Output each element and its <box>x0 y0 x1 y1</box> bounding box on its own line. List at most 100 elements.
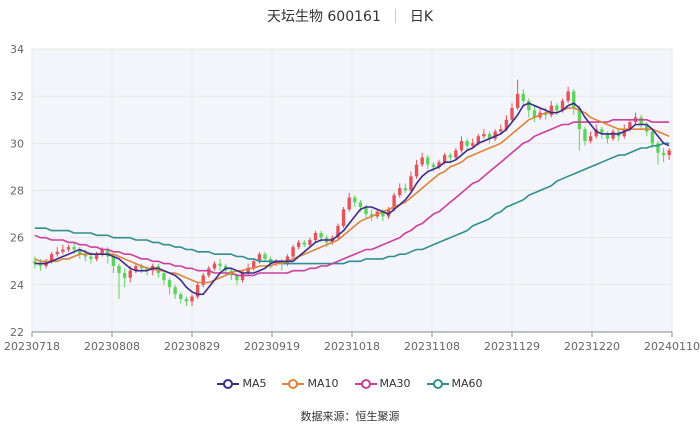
candle-body <box>369 214 374 217</box>
candle-body <box>454 150 458 158</box>
candle-body <box>308 240 312 245</box>
candle-body <box>645 124 649 132</box>
candle-body <box>566 91 570 101</box>
candle-body <box>583 129 587 141</box>
candle-body <box>302 242 306 245</box>
candle-body <box>66 247 71 250</box>
candle-body <box>285 256 290 264</box>
legend-marker-icon <box>354 379 377 389</box>
candle-body <box>313 232 318 241</box>
legend-item-ma5[interactable]: MA5 <box>217 377 266 390</box>
y-tick-label: 24 <box>10 279 24 292</box>
legend-marker-icon <box>217 379 240 389</box>
candle-body <box>600 129 604 134</box>
legend-item-ma60[interactable]: MA60 <box>426 377 483 390</box>
legend-label: MA5 <box>242 377 267 390</box>
x-tick-label: 20240110 <box>644 340 700 353</box>
series-line-ma30 <box>34 119 670 277</box>
candle-body <box>72 247 76 250</box>
candle-body <box>55 251 59 255</box>
y-tick-label: 26 <box>10 232 24 245</box>
candle-body <box>280 261 284 264</box>
candle-body <box>167 280 172 288</box>
candle-body <box>134 265 138 271</box>
candle-body <box>49 254 54 262</box>
candle-body <box>252 261 256 269</box>
candle-body <box>139 265 144 269</box>
candle-body <box>274 261 278 264</box>
candle-body <box>128 270 132 278</box>
x-tick-label: 20230808 <box>84 340 140 353</box>
candle-body <box>414 164 419 177</box>
candle-body <box>341 209 346 226</box>
candle-body <box>555 105 559 111</box>
candle-body <box>493 131 497 139</box>
candle-body <box>560 100 565 111</box>
x-tick-label: 20230718 <box>4 340 60 353</box>
legend-item-ma10[interactable]: MA10 <box>282 377 339 390</box>
candle-body <box>195 284 200 297</box>
candle-body <box>437 162 441 167</box>
candle-body <box>218 263 222 266</box>
candle-body <box>403 188 408 191</box>
candle-body <box>471 143 475 146</box>
y-tick-label: 30 <box>10 137 24 150</box>
candle-body <box>162 273 166 281</box>
candle-body <box>319 232 323 238</box>
candle-body <box>179 294 183 299</box>
candle-body <box>257 254 262 262</box>
candle-body <box>246 268 250 274</box>
y-tick-label: 22 <box>10 326 24 339</box>
candle-body <box>156 265 160 274</box>
x-tick-label: 20231108 <box>404 340 460 353</box>
candle-body <box>296 242 301 248</box>
x-tick-label: 20230829 <box>164 340 220 353</box>
candle-body <box>577 107 582 130</box>
x-tick-label: 20231018 <box>324 340 380 353</box>
stock-name: 天坛生物 600161 <box>266 9 381 25</box>
candle-body <box>117 265 121 274</box>
candle-body <box>78 249 82 255</box>
candle-body <box>426 157 430 165</box>
candle-body <box>527 100 531 111</box>
candle-body <box>353 197 357 203</box>
title-separator <box>394 9 396 23</box>
series-line-ma5 <box>34 102 670 296</box>
data-source: 数据来源：恒生聚源 <box>300 410 400 423</box>
candle-body <box>510 107 514 120</box>
candle-body <box>476 136 480 144</box>
candle-body <box>111 256 116 266</box>
candle-body <box>201 275 205 285</box>
y-tick-label: 28 <box>10 185 24 198</box>
legend-label: MA30 <box>379 377 411 390</box>
candle-body <box>661 152 666 156</box>
candle-body <box>347 197 351 210</box>
candle-body <box>61 249 65 252</box>
candle-body <box>33 261 37 264</box>
x-tick-label: 20231220 <box>564 340 620 353</box>
candle-body <box>184 298 189 302</box>
candle-body <box>336 225 340 238</box>
candlestick-chart: 22 24 26 28 30 32 34 20230718 20230808 20230829 20… <box>4 43 700 353</box>
period-label: 日K <box>409 9 434 25</box>
candle-body <box>594 129 598 137</box>
y-tick-label: 34 <box>10 43 24 56</box>
candle-body <box>263 254 267 259</box>
candle-body <box>38 263 43 266</box>
candle-body <box>639 117 643 125</box>
x-tick-label: 20231129 <box>484 340 540 353</box>
candle-body <box>549 105 553 116</box>
y-tick-label: 32 <box>10 90 24 103</box>
candle-body <box>145 268 149 271</box>
candle-body <box>122 273 127 278</box>
candle-body <box>504 119 509 130</box>
legend-label: MA60 <box>451 377 483 390</box>
legend-marker-icon <box>426 379 449 389</box>
candle-body <box>106 249 110 257</box>
candle-body <box>521 93 525 101</box>
candle-body <box>656 143 660 153</box>
candle-body <box>611 131 615 139</box>
legend-item-ma30[interactable]: MA30 <box>354 377 411 390</box>
candle-body <box>212 263 217 269</box>
candle-body <box>465 140 469 146</box>
